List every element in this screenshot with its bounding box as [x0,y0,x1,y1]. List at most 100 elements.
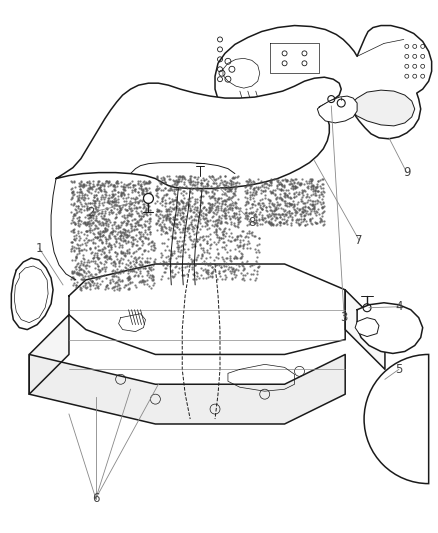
Point [274,182,281,190]
Point [78,177,85,185]
Point [83,211,90,220]
Point [101,252,108,261]
Point [197,179,204,187]
Point [198,271,205,280]
Point [271,191,278,199]
Point [300,214,307,223]
Point [221,212,228,221]
Point [173,209,180,218]
Point [110,181,117,189]
Point [309,220,316,228]
Point [254,262,261,271]
Point [127,252,134,261]
Point [106,253,113,261]
Point [212,261,219,270]
Point [251,177,258,186]
Point [133,219,140,228]
Point [86,209,93,218]
Point [268,188,276,196]
Point [116,283,123,292]
Point [201,214,208,223]
Point [153,205,160,214]
Point [106,276,113,285]
Point [170,213,177,221]
Point [135,244,142,252]
Point [249,208,256,216]
Point [288,199,295,208]
Point [93,248,100,257]
Point [201,256,208,265]
Point [89,254,96,262]
Point [290,203,297,211]
Point [186,174,193,182]
Point [301,203,308,211]
Point [161,177,168,186]
Point [162,204,170,213]
Point [228,237,235,245]
Point [242,209,249,217]
Point [153,186,160,195]
Point [287,194,294,203]
Point [224,247,231,256]
Point [298,218,305,227]
Point [224,205,231,213]
Point [192,173,199,181]
Point [136,203,143,211]
Point [172,175,179,184]
Point [91,191,98,200]
Point [169,268,176,277]
Point [102,192,109,201]
Point [259,187,266,196]
Point [114,208,121,216]
Point [120,228,127,236]
Point [107,218,114,227]
Point [70,218,77,227]
Point [171,195,178,204]
Point [146,228,153,236]
Point [77,188,84,197]
Point [90,224,97,233]
Point [70,273,77,281]
Point [190,270,197,279]
Point [237,236,244,244]
Point [137,203,144,211]
Point [120,182,127,190]
Point [109,191,116,200]
Point [312,207,319,215]
Point [68,274,75,283]
Point [115,279,122,288]
Point [226,254,233,262]
Point [142,220,149,229]
Point [291,211,298,219]
Point [197,207,204,215]
Point [69,268,76,277]
Point [299,208,306,216]
Point [118,192,125,200]
Point [299,208,306,216]
Point [217,214,224,223]
Point [119,219,126,228]
Point [276,180,283,188]
Point [138,260,145,268]
Point [226,203,233,211]
Point [175,246,182,255]
Point [77,259,84,267]
Point [306,210,313,219]
Point [273,194,280,203]
Point [240,236,247,245]
Point [320,201,327,210]
Point [213,196,220,205]
Point [68,184,75,192]
Point [117,247,124,256]
Point [97,212,104,221]
Point [95,216,102,225]
Point [121,229,128,238]
Point [205,199,212,207]
Point [194,203,201,211]
Point [231,272,238,281]
Point [279,195,286,203]
Point [187,187,194,196]
Point [136,233,143,242]
Point [262,203,269,212]
Point [239,252,246,261]
